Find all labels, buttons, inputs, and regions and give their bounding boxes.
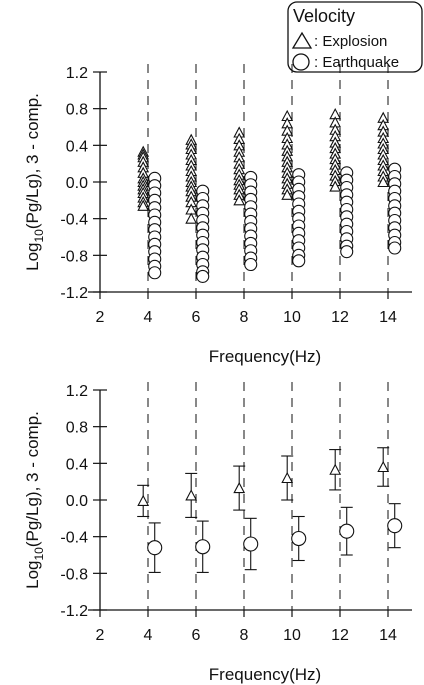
scatter-panel: 1.2 0.8 0.4 0.0 -0.4 -0.8 -1.2 2 4 6 8 10 12 14 Freq…: [23, 64, 412, 366]
explosion-point: [137, 199, 150, 211]
y-tick-label: 1.2: [66, 383, 88, 400]
earthquake-mean-point: [147, 540, 163, 556]
x-axis-label: Frequency(Hz): [209, 665, 321, 684]
x-tick-label: 4: [144, 627, 153, 644]
explosion-point: [329, 180, 342, 192]
y-tick-label: 1.2: [66, 65, 88, 82]
y-tick-label: -0.4: [60, 530, 88, 547]
earthquake-errorbar: [387, 503, 403, 549]
explosion-point: [233, 194, 246, 206]
earthquake-mean-point: [387, 518, 403, 534]
y-axis-label: Log10(Pg/Lg), 3 - comp.: [23, 411, 46, 589]
legend-circle-marker: [292, 53, 310, 71]
x-tick-label: 14: [379, 309, 397, 326]
explosion-errorbar: [281, 455, 294, 501]
explosion-point: [281, 188, 294, 200]
legend-triangle-marker: [291, 31, 313, 49]
x-tick-label: 8: [240, 309, 249, 326]
y-tick-label: -0.4: [60, 212, 88, 229]
x-tick-label: 12: [331, 309, 349, 326]
x-tick-label: 6: [192, 627, 201, 644]
x-tick-label: 10: [283, 309, 301, 326]
y-tick-label: 0.4: [66, 456, 88, 473]
y-ticks: 1.2 0.8 0.4 0.0 -0.4 -0.8 -1.2: [60, 383, 107, 620]
explosion-errorbar: [377, 447, 390, 487]
x-tick-label: 10: [283, 627, 301, 644]
legend-label-earthquake: : Earthquake: [314, 54, 399, 71]
legend-box: [287, 1, 423, 73]
y-tick-label: -1.2: [60, 603, 88, 620]
x-tick-label: 8: [240, 627, 249, 644]
earthquake-mean-point: [291, 530, 307, 547]
explosion-mean-point: [137, 494, 150, 506]
explosion-errorbar: [329, 449, 342, 491]
explosion-errorbar: [185, 472, 198, 518]
x-tick-label: 6: [192, 309, 201, 326]
explosion-mean-point: [329, 463, 342, 475]
earthquake-errorbar: [195, 520, 211, 573]
explosion-errorbar: [233, 465, 246, 511]
x-tick-label: 2: [96, 627, 105, 644]
y-tick-label: -0.8: [60, 248, 88, 265]
earthquake-point: [340, 245, 354, 259]
earthquake-mean-point: [339, 523, 355, 539]
legend: Velocity : Explosion : Earthquake: [287, 1, 423, 73]
x-tick-label: 12: [331, 627, 349, 644]
y-tick-label: 0.8: [66, 102, 88, 119]
x-tick-label: 14: [379, 627, 397, 644]
x-ticks: 2 4 6 8 10 12 14: [96, 610, 397, 644]
x-axis-label: Frequency(Hz): [209, 347, 321, 366]
data-points: [137, 447, 403, 573]
legend-title: Velocity: [293, 6, 355, 26]
x-tick-label: 4: [144, 309, 153, 326]
y-axis: 1.2 0.8 0.4 0.0 -0.4 -0.8 -1.2: [60, 65, 107, 302]
data-points: [137, 107, 402, 283]
earthquake-point: [292, 254, 306, 268]
y-tick-label: 0.4: [66, 138, 88, 155]
y-tick-label: 0.0: [66, 493, 88, 510]
explosion-point: [377, 175, 390, 188]
earthquake-errorbar: [243, 517, 259, 571]
y-axis: 1.2 0.8 0.4 0.0 -0.4 -0.8 -1.2: [60, 383, 107, 620]
y-tick-label: 0.8: [66, 420, 88, 437]
x-ticks: 2 4 6 8 10 12 14: [96, 292, 397, 326]
earthquake-errorbar: [147, 522, 163, 573]
legend-label-explosion: : Explosion: [314, 33, 387, 50]
earthquake-point: [196, 269, 210, 283]
earthquake-errorbar: [291, 515, 307, 562]
y-tick-label: -0.8: [60, 566, 88, 583]
earthquake-point: [388, 241, 402, 255]
earthquake-point: [148, 266, 162, 280]
earthquake-point: [244, 257, 258, 272]
earthquake-errorbar: [339, 506, 355, 556]
earthquake-mean-point: [195, 539, 211, 555]
frequency-guide-lines: [147, 382, 389, 610]
y-tick-label: 0.0: [66, 175, 88, 192]
earthquake-mean-point: [243, 536, 259, 552]
explosion-errorbar: [137, 484, 150, 518]
y-tick-label: -1.2: [60, 285, 88, 302]
explosion-mean-point: [281, 471, 294, 484]
explosion-point: [185, 212, 198, 224]
y-axis-label: Log10(Pg/Lg), 3 - comp.: [23, 93, 46, 271]
explosion-mean-point: [233, 481, 246, 494]
mean-errorbar-panel: 1.2 0.8 0.4 0.0 -0.4 -0.8 -1.2 2 4 6 8 10 12 14 Freq…: [23, 382, 412, 684]
explosion-mean-point: [377, 460, 390, 473]
x-tick-label: 2: [96, 309, 105, 326]
explosion-mean-point: [185, 489, 198, 501]
